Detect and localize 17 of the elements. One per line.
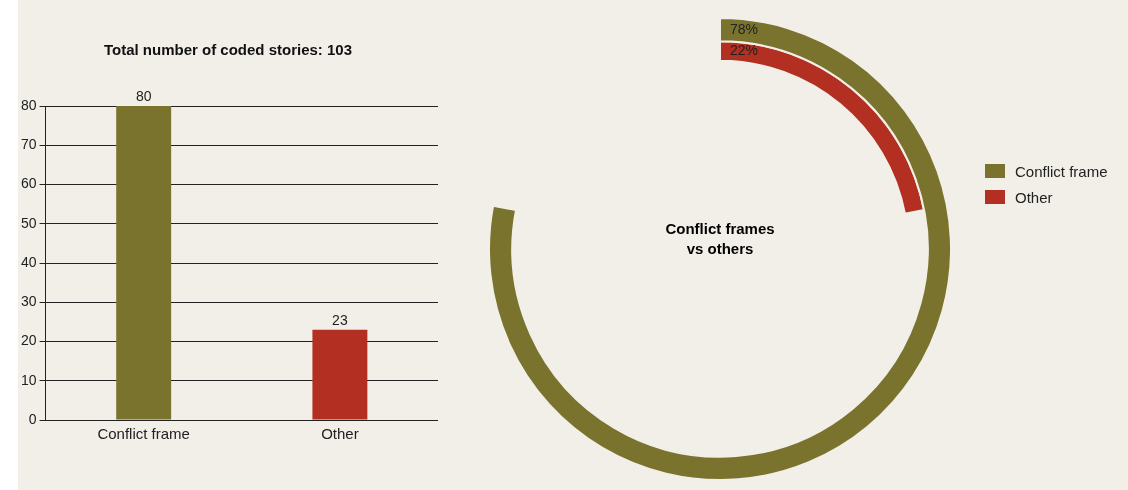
- data-label: 22%: [730, 41, 759, 58]
- y-tick-label: 40: [20, 253, 37, 270]
- data-label: 78%: [730, 20, 759, 37]
- y-tick-label: 60: [20, 175, 37, 192]
- y-tick-label: 10: [20, 371, 37, 388]
- chart-title: Total number of coded stories: 103: [103, 41, 353, 59]
- y-tick-label: 0: [28, 410, 37, 427]
- y-tick-label: 80: [20, 96, 37, 113]
- y-tick-label: 20: [20, 332, 37, 349]
- y-tick-label: 30: [20, 293, 37, 310]
- legend-label: Other: [1014, 187, 1054, 208]
- legend-label: Conflict frame: [1014, 161, 1108, 182]
- text: Conflict frames vs others: [665, 219, 775, 259]
- y-tick-label: 50: [20, 214, 37, 231]
- data-label: 80: [135, 87, 152, 104]
- data-label: 23: [332, 311, 348, 328]
- y-tick-label: 70: [20, 136, 37, 153]
